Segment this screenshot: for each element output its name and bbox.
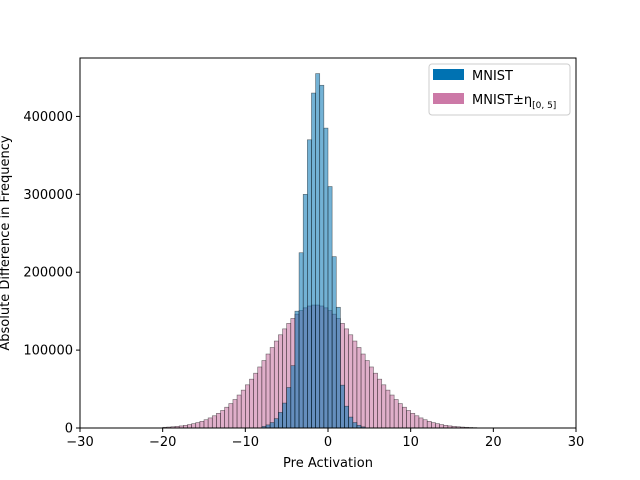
legend-label-mnist: MNIST <box>472 69 513 84</box>
legend-label-mnist-noise: MNIST±η[0, 5] <box>472 93 556 111</box>
histogram-bar-mnist-noise <box>261 360 267 429</box>
histogram-bar-mnist-noise <box>216 412 221 429</box>
x-tick-label: 10 <box>402 435 419 450</box>
histogram-bar-mnist <box>273 418 279 429</box>
x-tick-label: −10 <box>232 435 259 450</box>
histogram-bar-mnist-noise <box>273 340 279 429</box>
histogram-bar-mnist-noise <box>393 399 399 429</box>
histogram-bar-mnist <box>327 186 333 429</box>
histogram-bar-mnist-noise <box>360 353 366 429</box>
y-tick-label: 400000 <box>23 110 73 125</box>
histogram-bar-mnist <box>307 139 312 429</box>
histogram-bar-mnist-noise <box>439 424 445 429</box>
histogram-bar-mnist <box>344 405 349 429</box>
histogram-bar-mnist-noise <box>249 378 254 429</box>
histogram-bar-mnist-noise <box>245 384 250 429</box>
histogram-bar-mnist <box>278 412 283 429</box>
legend: MNIST MNIST±η[0, 5] <box>428 63 571 116</box>
legend-box <box>428 63 571 116</box>
legend-label-subscript: [0, 5] <box>532 101 556 111</box>
histogram-bar-mnist-noise <box>195 422 201 429</box>
histogram-bar-mnist-noise <box>199 420 205 429</box>
histogram-bar-mnist <box>269 422 275 429</box>
y-tick-label: 100000 <box>23 344 73 359</box>
histogram-bar-mnist-noise <box>187 424 192 429</box>
histogram-bar-mnist-noise <box>426 420 432 429</box>
histogram-bar-mnist <box>348 416 354 429</box>
histogram-bar-mnist-noise <box>397 403 403 429</box>
y-tick-label: 0 <box>65 422 73 437</box>
histogram-bar-mnist <box>282 402 287 429</box>
histogram-bar-mnist <box>315 73 321 429</box>
histogram-bar-mnist <box>335 306 341 429</box>
histogram-bar-mnist <box>319 84 325 429</box>
x-tick-label: 20 <box>485 435 502 450</box>
histogram-bar-mnist-noise <box>356 347 362 429</box>
histogram-bar-mnist-noise <box>352 340 358 429</box>
histogram-bar-mnist <box>286 387 292 429</box>
histogram-bar-mnist <box>298 252 304 429</box>
histogram-bar-mnist <box>290 365 296 429</box>
histogram-bar-mnist-noise <box>418 417 424 429</box>
x-axis-label: Pre Activation <box>283 456 373 471</box>
y-tick-label: 200000 <box>23 266 73 281</box>
y-tick-label: 300000 <box>23 188 73 203</box>
histogram-bar-mnist-noise <box>348 334 354 429</box>
histogram-bar-mnist-noise <box>211 415 217 429</box>
histogram-bar-mnist <box>294 310 300 429</box>
histogram-bar-mnist <box>352 422 358 429</box>
histogram-bar-mnist-noise <box>377 378 383 429</box>
histogram-bar-mnist-noise <box>269 347 275 429</box>
histogram-bar-mnist-noise <box>253 372 259 429</box>
histogram-bar-mnist-noise <box>431 422 436 429</box>
histogram-bar-mnist-noise <box>207 417 213 429</box>
histogram-bar-mnist <box>302 194 308 429</box>
histogram-bar-mnist-noise <box>410 412 416 429</box>
x-axis: −30 −20 −10 0 10 20 30 <box>66 428 584 450</box>
histogram-bar-mnist-noise <box>228 403 234 429</box>
legend-label-main: MNIST±η <box>472 93 532 108</box>
histogram-bar-mnist-noise <box>385 389 391 429</box>
x-tick-label: −30 <box>66 435 93 450</box>
legend-swatch-mnist-noise <box>433 93 464 104</box>
histogram-bar-mnist-noise <box>389 394 395 429</box>
x-tick-label: −20 <box>149 435 176 450</box>
histogram-bar-mnist-noise <box>414 415 420 429</box>
histogram-bar-mnist <box>323 127 329 429</box>
y-axis: 0 100000 200000 300000 400000 <box>23 110 80 437</box>
histogram-bar-mnist-noise <box>203 419 209 429</box>
histogram-bar-mnist-noise <box>402 406 407 429</box>
histogram-bar-mnist-noise <box>220 410 225 429</box>
histogram-bar-mnist-noise <box>369 366 374 429</box>
histogram-bar-mnist-noise <box>236 394 242 429</box>
histogram-bar-mnist <box>331 256 337 429</box>
histogram-bar-mnist-noise <box>381 384 387 429</box>
histogram-bar-mnist-noise <box>224 406 230 429</box>
histogram-bar-mnist-noise <box>422 419 428 429</box>
histogram-bar-mnist <box>340 384 345 429</box>
histogram-bar-mnist-noise <box>191 423 197 429</box>
histogram-bar-mnist-noise <box>232 399 238 429</box>
histogram-bar-mnist-noise <box>435 423 440 429</box>
histogram-bar-mnist-noise <box>406 410 411 429</box>
series-mnist <box>261 73 366 429</box>
histogram-bar-mnist-noise <box>257 366 263 429</box>
y-axis-label: Absolute Difference in Frequency <box>0 135 13 351</box>
histogram-bar-mnist-noise <box>364 360 370 429</box>
histogram-bar-mnist <box>311 92 316 429</box>
x-tick-label: 0 <box>324 435 332 450</box>
histogram-bar-mnist-noise <box>240 389 246 429</box>
histogram-bar-mnist-noise <box>265 353 271 429</box>
legend-swatch-mnist <box>433 69 464 80</box>
x-tick-label: 30 <box>568 435 585 450</box>
histogram-bar-mnist-noise <box>373 372 378 429</box>
